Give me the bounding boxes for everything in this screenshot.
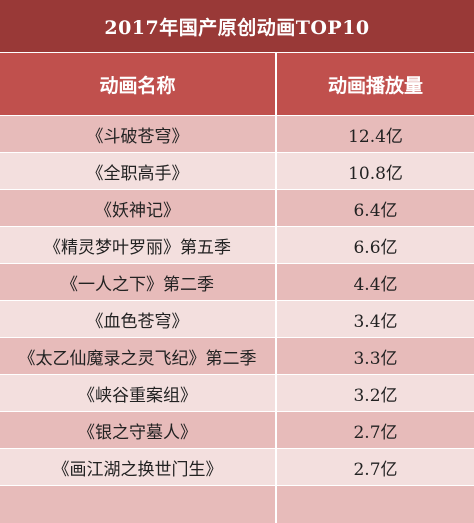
play-count-cell: 4.4亿 xyxy=(353,274,398,295)
table-row: 《全职高手》 10.8亿 xyxy=(0,152,474,189)
table-title: 2017年国产原创动画TOP10 xyxy=(0,0,474,53)
anime-name-cell: 《银之守墓人》 xyxy=(0,412,277,448)
play-count-cell: 12.4亿 xyxy=(348,126,403,147)
empty-cell xyxy=(277,486,474,523)
table-row: 《银之守墓人》 2.7亿 xyxy=(0,411,474,448)
play-count-cell: 3.2亿 xyxy=(353,385,398,406)
table-row: 《血色苍穹》 3.4亿 xyxy=(0,300,474,337)
header-anime-name: 动画名称 xyxy=(0,53,277,115)
play-count-cell: 3.3亿 xyxy=(353,348,398,369)
table-row: 《精灵梦叶罗丽》第五季 6.6亿 xyxy=(0,226,474,263)
table-body: 《斗破苍穹》 12.4亿 《全职高手》 10.8亿 《妖神记》 6.4亿 《精灵… xyxy=(0,115,474,523)
table-row: 《斗破苍穹》 12.4亿 xyxy=(0,115,474,152)
anime-name-cell: 《斗破苍穹》 xyxy=(0,116,277,152)
anime-name-cell: 《精灵梦叶罗丽》第五季 xyxy=(0,227,277,263)
table-row: 《一人之下》第二季 4.4亿 xyxy=(0,263,474,300)
table-row: 《太乙仙魔录之灵飞纪》第二季 3.3亿 xyxy=(0,337,474,374)
play-count-cell: 10.8亿 xyxy=(348,163,403,184)
anime-name-cell: 《太乙仙魔录之灵飞纪》第二季 xyxy=(0,338,277,374)
header-play-count: 动画播放量 xyxy=(327,74,423,97)
play-count-cell: 2.7亿 xyxy=(353,459,398,480)
empty-row xyxy=(0,485,474,523)
play-count-cell: 6.6亿 xyxy=(353,237,398,258)
empty-cell xyxy=(0,486,277,523)
header-row: 动画名称 动画播放量 xyxy=(0,53,474,115)
play-count-cell: 3.4亿 xyxy=(353,311,398,332)
table-row: 《妖神记》 6.4亿 xyxy=(0,189,474,226)
play-count-cell: 2.7亿 xyxy=(353,422,398,443)
anime-name-cell: 《妖神记》 xyxy=(0,190,277,226)
anime-name-cell: 《峡谷重案组》 xyxy=(0,375,277,411)
anime-name-cell: 《画江湖之换世门生》 xyxy=(0,449,277,485)
table-row: 《画江湖之换世门生》 2.7亿 xyxy=(0,448,474,485)
anime-name-cell: 《血色苍穹》 xyxy=(0,301,277,337)
table-row: 《峡谷重案组》 3.2亿 xyxy=(0,374,474,411)
anime-name-cell: 《一人之下》第二季 xyxy=(0,264,277,300)
play-count-cell: 6.4亿 xyxy=(353,200,398,221)
anime-name-cell: 《全职高手》 xyxy=(0,153,277,189)
